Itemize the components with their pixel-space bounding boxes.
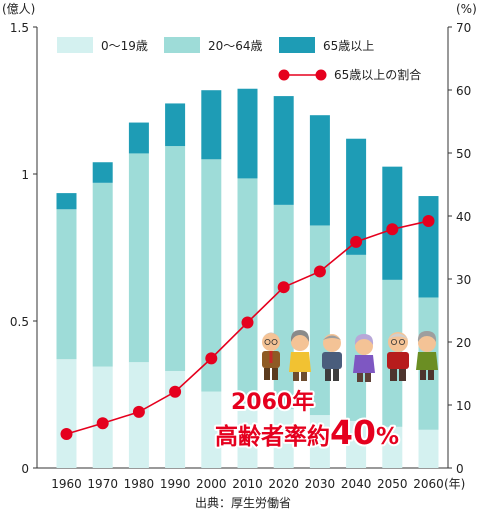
legend-swatch-20-64: [164, 37, 200, 53]
x-tick-label: 1960: [51, 477, 82, 491]
legend-swatch-0-19: [57, 37, 93, 53]
bar-segment-1960-s0: [56, 359, 77, 468]
bar-segment-2010-s2: [237, 88, 258, 179]
annotation-rate: 高齢者率約40%: [215, 413, 399, 452]
x-tick-label: 2000: [196, 477, 227, 491]
elderly-man-icon: [387, 332, 409, 381]
bar-segment-1990-s1: [165, 146, 186, 371]
ratio-marker-1980: [132, 405, 145, 418]
x-tick-label: 1970: [87, 477, 118, 491]
left-tick-label: 1.5: [10, 21, 29, 35]
ratio-marker-2010: [241, 316, 254, 329]
x-tick-label: 1980: [124, 477, 155, 491]
right-tick-labels: 0 10 20 30 40 50 60 70: [448, 21, 471, 476]
legend-line-marker-right: [315, 69, 327, 81]
bar-segment-2030-s2: [309, 115, 330, 226]
right-tick-label: 40: [456, 210, 471, 224]
bar-segment-2040-s2: [346, 138, 367, 255]
bar-segment-2010-s0: [237, 403, 258, 468]
annotation-rate-number: 40: [330, 413, 376, 452]
x-tick-label: 2030: [305, 477, 336, 491]
annotation: 2060年 高齢者率約40%: [213, 387, 401, 454]
left-tick-label: 1: [21, 168, 29, 182]
right-tick-label: 0: [456, 462, 464, 476]
elderly-man-icon: [262, 332, 280, 380]
ratio-marker-2020: [277, 281, 290, 294]
ratio-marker-2060: [422, 215, 435, 228]
bar-segment-1980-s2: [128, 122, 149, 154]
x-tick-label: 2040: [341, 477, 372, 491]
left-tick-labels: 0 0.5 1 1.5: [10, 21, 37, 476]
x-tick-labels: 1960 1970 1980 1990 2000 2010 2020 2030 2040 2050…: [51, 477, 444, 491]
right-tick-label: 50: [456, 147, 471, 161]
bar-segment-2030-s1: [309, 225, 330, 416]
bar-segment-2030-s0: [309, 415, 330, 468]
bar-segment-2000-s0: [201, 391, 222, 468]
right-axis-unit: (%): [456, 2, 477, 16]
bar-segment-1990-s2: [165, 103, 186, 147]
ratio-marker-2040: [350, 235, 363, 248]
bar-segment-2000-s2: [201, 90, 222, 160]
right-tick-label: 20: [456, 336, 471, 350]
bar-segment-1970-s1: [92, 182, 113, 367]
x-tick-label: 2060: [413, 477, 444, 491]
left-tick-label: 0.5: [10, 315, 29, 329]
ratio-line-series: [60, 215, 435, 440]
legend-label-ratio: 65歳以上の割合: [334, 67, 421, 82]
elderly-man-icon: [322, 334, 342, 381]
bar-segment-2010-s1: [237, 178, 258, 404]
elderly-woman-icon: [289, 330, 311, 381]
legend-label-20-64: 20〜64歳: [208, 39, 263, 53]
x-tick-label: 2050: [377, 477, 408, 491]
ratio-marker-1990: [169, 385, 182, 398]
elderly-people-illustration: [262, 330, 438, 382]
bar-segment-2060-s0: [418, 429, 439, 468]
right-tick-label: 10: [456, 399, 471, 413]
bar-segment-2020-s2: [273, 96, 294, 205]
bar-segment-1980-s1: [128, 153, 149, 363]
ratio-marker-2030: [313, 265, 326, 278]
bar-segment-2020-s0: [273, 409, 294, 468]
bar-segment-1960-s1: [56, 209, 77, 360]
right-tick-label: 70: [456, 21, 471, 35]
bar-segment-1960-s2: [56, 193, 77, 210]
annotation-rate-prefix: 高齢者率約: [215, 423, 330, 450]
bar-segment-2000-s1: [201, 159, 222, 392]
elderly-woman-icon: [353, 334, 375, 382]
ratio-marker-1960: [60, 427, 73, 440]
ratio-marker-1970: [96, 417, 109, 430]
x-tick-label: 2010: [232, 477, 263, 491]
legend-label-65plus: 65歳以上: [323, 39, 374, 53]
elderly-woman-icon: [416, 331, 438, 380]
bar-segment-2060-s2: [418, 196, 439, 298]
source-note: 出典：厚生労働省: [195, 496, 291, 510]
left-tick-label: 0: [21, 462, 29, 476]
legend: 0〜19歳 20〜64歳 65歳以上 65歳以上の割合: [57, 37, 421, 82]
ratio-marker-2050: [386, 223, 399, 236]
x-tick-label: 1990: [160, 477, 191, 491]
x-tick-label: 2020: [268, 477, 299, 491]
annotation-year: 2060年: [231, 389, 314, 415]
bar-segment-1970-s2: [92, 162, 113, 183]
ratio-marker-2000: [205, 352, 218, 365]
legend-label-0-19: 0〜19歳: [101, 39, 148, 53]
bar-segment-2040-s0: [346, 420, 367, 468]
right-tick-label: 30: [456, 273, 471, 287]
bar-segment-2050-s0: [382, 426, 403, 468]
legend-swatch-65plus: [279, 37, 315, 53]
annotation-rate-percent: %: [376, 424, 399, 450]
legend-line-marker-left: [278, 69, 290, 81]
x-axis-unit: (年): [444, 477, 465, 491]
left-axis-unit: (億人): [2, 2, 35, 16]
right-tick-label: 60: [456, 84, 471, 98]
